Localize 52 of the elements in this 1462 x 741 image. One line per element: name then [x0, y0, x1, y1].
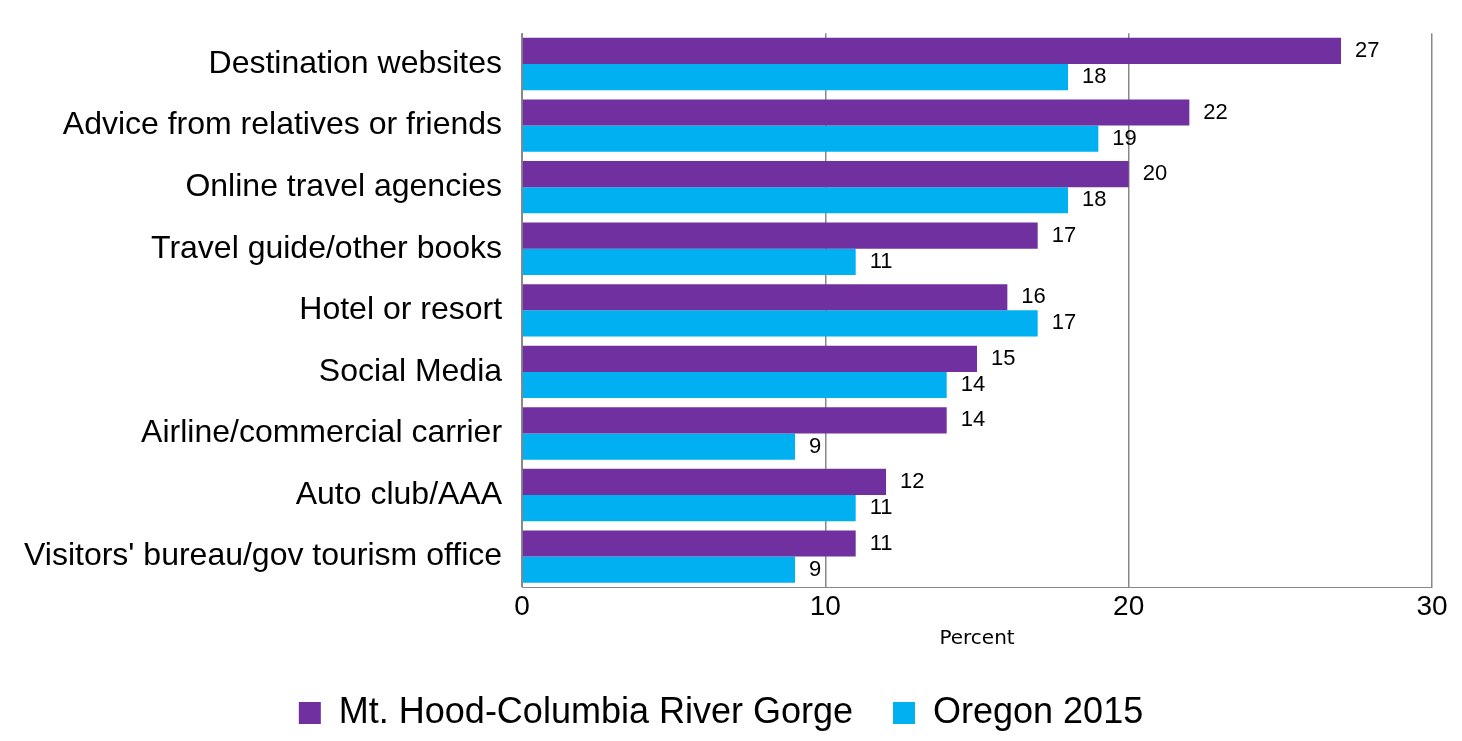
data-label: 11 — [869, 247, 893, 273]
data-label: 12 — [900, 468, 925, 494]
data-label: 14 — [960, 406, 986, 432]
bar — [522, 160, 1129, 188]
x-tick-label: 10 — [809, 589, 841, 621]
bar — [522, 433, 796, 460]
legend-label: Oregon 2015 — [933, 689, 1144, 731]
y-tick-label: Destination websites — [208, 43, 503, 80]
x-tick-label: 0 — [514, 589, 530, 621]
legend-label: Mt. Hood-Columbia River Gorge — [338, 689, 854, 731]
data-label: 17 — [1051, 309, 1077, 335]
data-label: 18 — [1082, 63, 1107, 89]
y-tick-label: Online travel agencies — [185, 166, 503, 203]
bar — [522, 125, 1099, 152]
bar — [522, 284, 1008, 311]
bar — [522, 556, 796, 583]
bar — [522, 222, 1038, 249]
bar — [522, 99, 1190, 126]
bar — [522, 530, 856, 557]
data-label: 20 — [1142, 160, 1168, 186]
x-tick-label: 20 — [1113, 589, 1145, 621]
data-label: 18 — [1082, 186, 1107, 212]
data-label: 17 — [1051, 221, 1077, 247]
bar — [522, 407, 947, 434]
bar — [522, 37, 1342, 64]
y-tick-label: Advice from relatives or friends — [62, 105, 503, 142]
y-tick-label: Airline/commercial carrier — [141, 413, 503, 450]
data-label: 15 — [991, 344, 1016, 370]
data-label: 19 — [1112, 124, 1137, 150]
x-tick-label: 30 — [1416, 589, 1448, 621]
y-tick-label: Hotel or resort — [299, 290, 503, 327]
data-label: 9 — [809, 432, 822, 458]
y-tick-label: Social Media — [318, 351, 503, 388]
bar — [522, 63, 1069, 91]
data-label: 22 — [1203, 98, 1228, 124]
y-tick-label: Travel guide/other books — [151, 228, 503, 265]
data-label: 16 — [1021, 283, 1046, 309]
bar — [522, 495, 856, 522]
y-tick-label: Visitors' bureau/gov tourism office — [24, 536, 503, 573]
bar — [522, 248, 856, 275]
data-label: 11 — [869, 529, 893, 555]
bar — [522, 310, 1038, 337]
bar — [522, 187, 1069, 214]
bar — [522, 468, 887, 496]
data-label: 27 — [1355, 36, 1380, 62]
bar — [522, 371, 947, 399]
data-label: 9 — [809, 555, 822, 581]
data-label: 14 — [960, 371, 986, 397]
y-tick-label: Auto club/AAA — [295, 474, 503, 511]
x-axis-title: Percent — [939, 625, 1015, 650]
data-label: 11 — [869, 494, 893, 520]
bar — [522, 345, 978, 372]
